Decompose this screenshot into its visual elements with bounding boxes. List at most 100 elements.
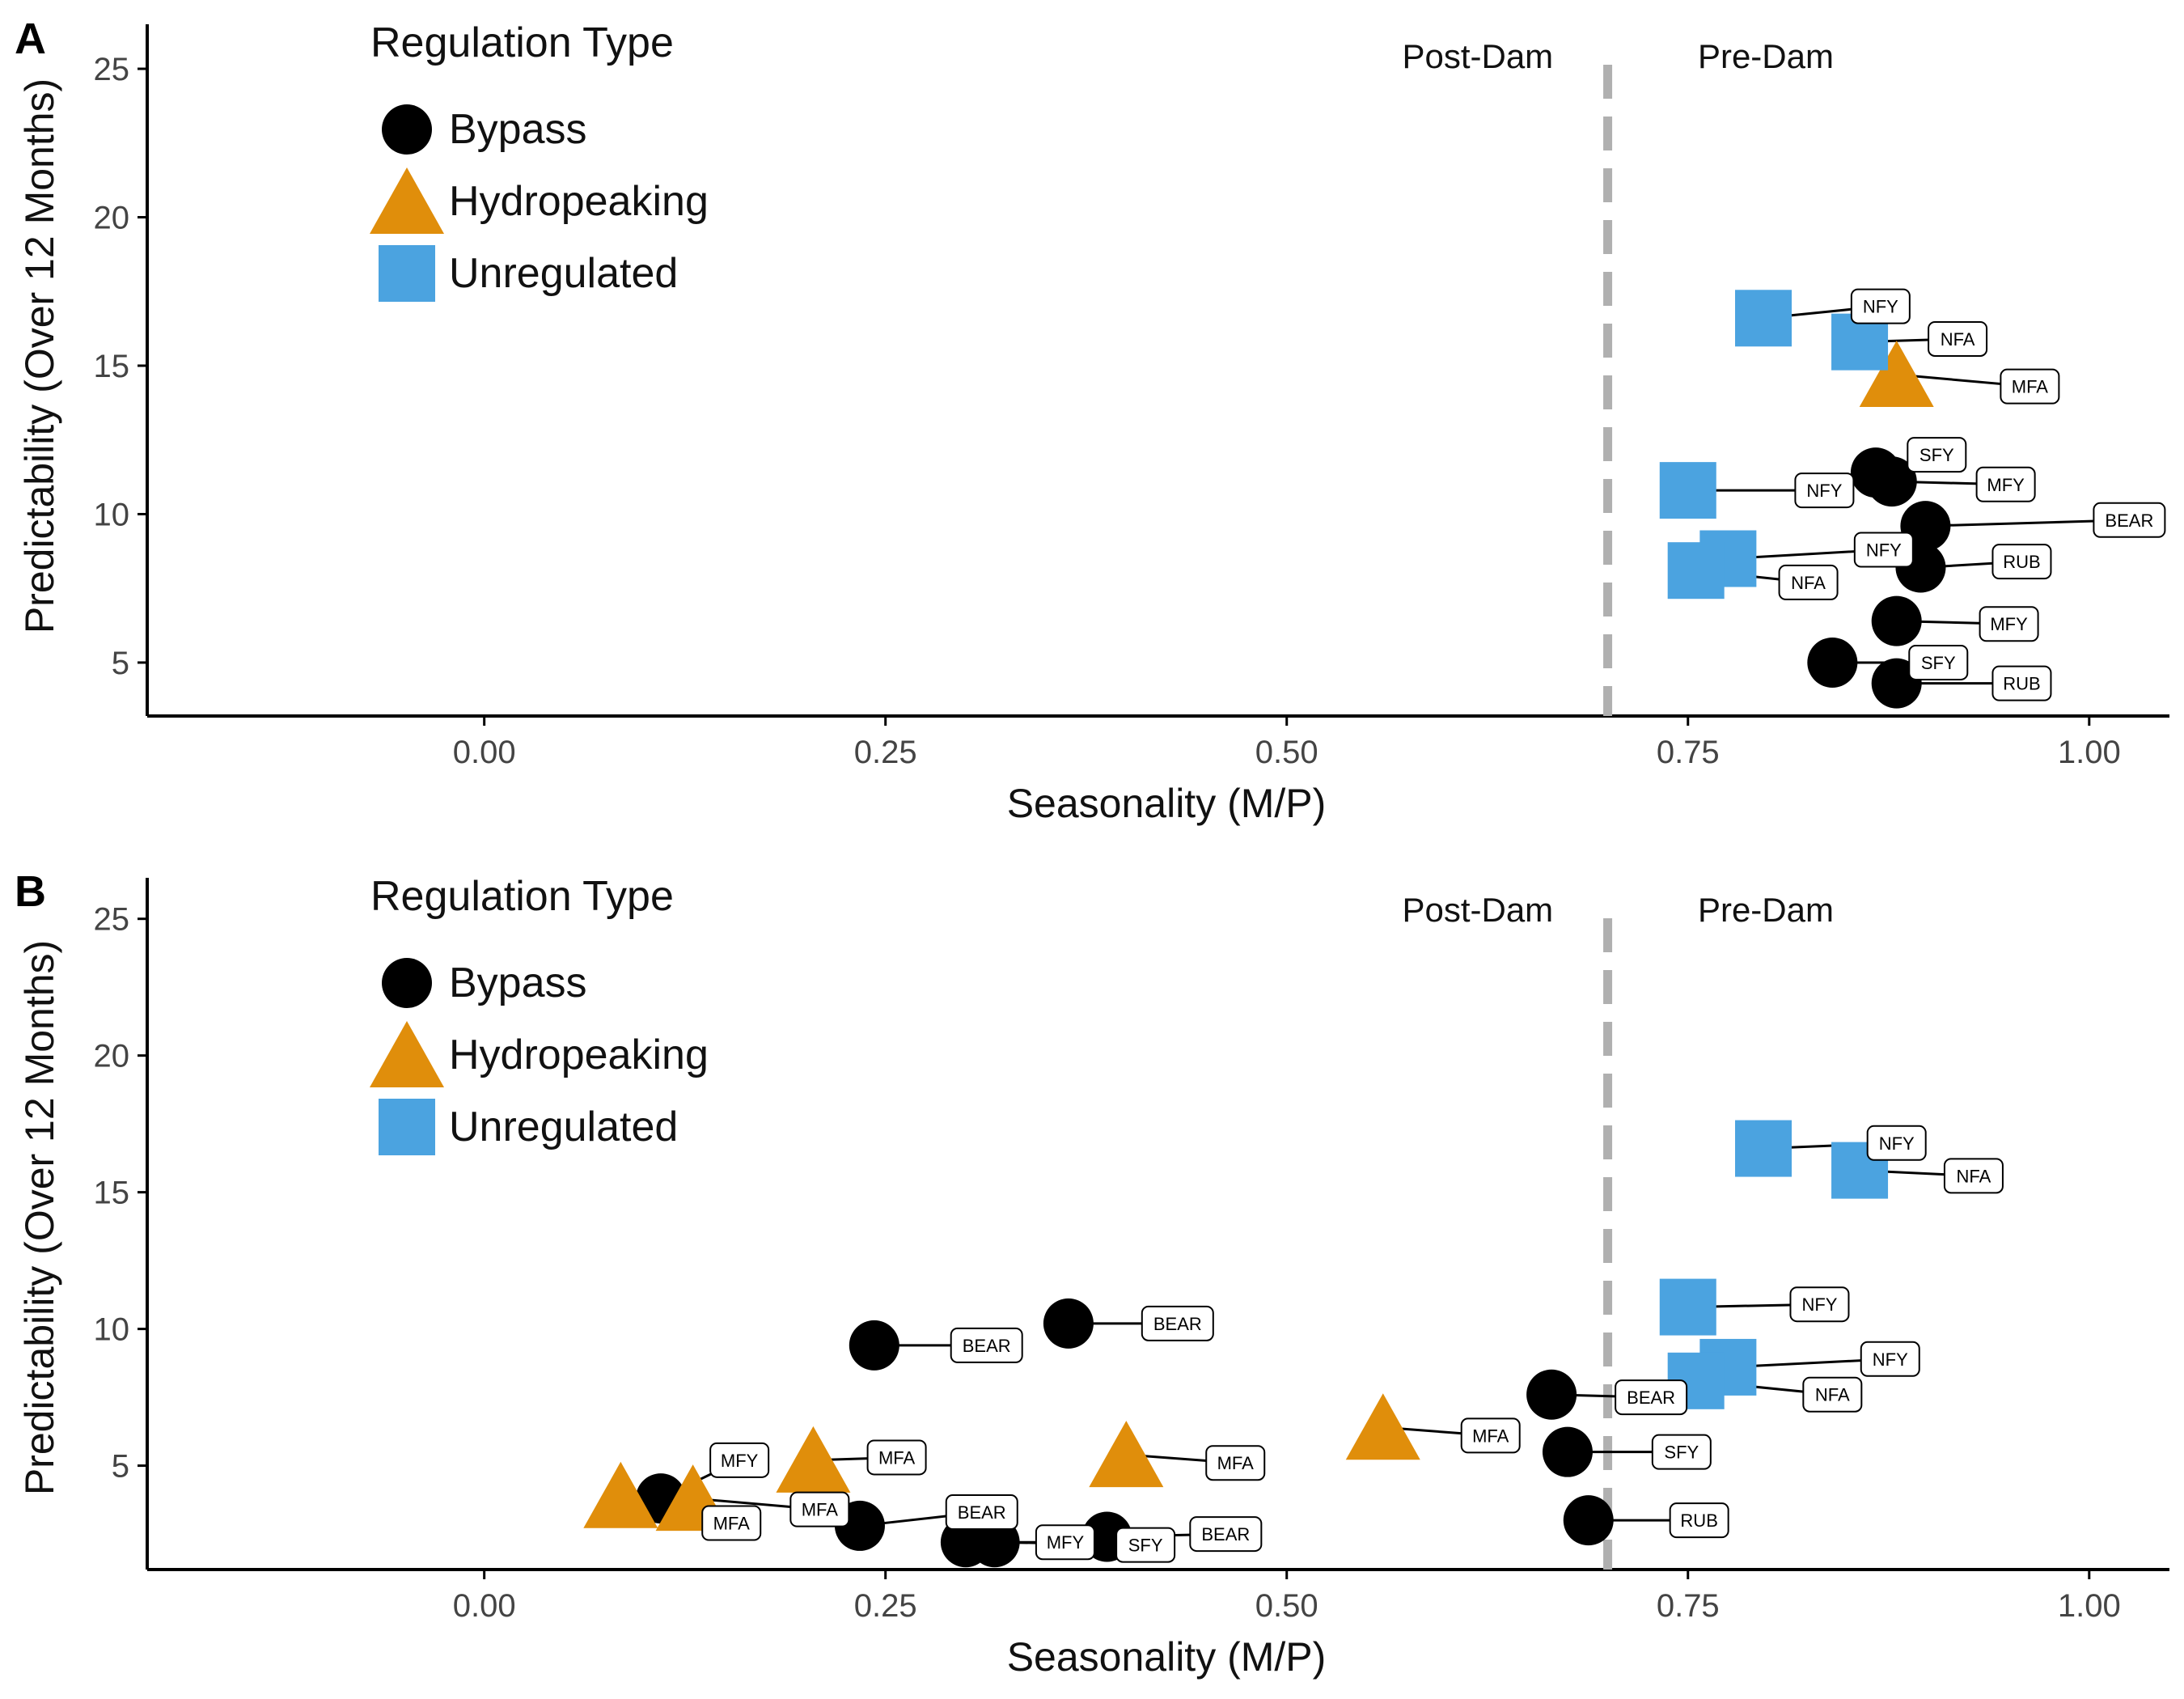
legend: Regulation Type Bypass Hydropeaking Unregul… <box>370 19 709 302</box>
x-tick-label: 0.50 <box>1255 735 1318 770</box>
panel-letter: A <box>15 15 46 63</box>
y-tick-label: 20 <box>94 1039 130 1074</box>
hydropeaking-point <box>1345 1393 1420 1460</box>
x-axis-title: Seasonality (M/P) <box>1007 1634 1327 1680</box>
x-axis-title: Seasonality (M/P) <box>1007 781 1327 826</box>
legend-label-bypass: Bypass <box>449 960 587 1006</box>
point-label-box <box>1189 1516 1263 1553</box>
y-tick-label: 5 <box>112 646 129 681</box>
point-label-box <box>1928 320 1988 357</box>
point-label-box <box>1943 1158 2004 1194</box>
point-labels: BEAR BEAR MFY BEAR MFY SFY BEAR BEAR SFY RUB MFA MF… <box>701 1125 2004 1563</box>
x-tick-label: 1.00 <box>2058 735 2121 770</box>
bypass-point <box>849 1320 899 1371</box>
unregulated-point <box>1659 1278 1716 1336</box>
point-label: NFY <box>1866 540 1902 561</box>
point-label: MFY <box>1987 475 2025 495</box>
point-label: BEAR <box>2105 511 2153 531</box>
unregulated-point <box>1735 1120 1792 1177</box>
annotation-post-dam: Post-Dam <box>1402 37 1553 75</box>
point-label: MFA <box>2012 377 2049 397</box>
bypass-point <box>1871 595 1922 646</box>
point-label: BEAR <box>1201 1524 1250 1544</box>
point-label-box <box>789 1491 850 1527</box>
hydropeaking-point <box>583 1461 658 1528</box>
bypass-point <box>1526 1369 1577 1420</box>
y-tick-label: 5 <box>112 1449 129 1485</box>
x-tick-label: 0.75 <box>1657 1588 1720 1624</box>
point-label: RUB <box>1680 1510 1717 1531</box>
bypass-point <box>1043 1298 1094 1349</box>
point-label-box <box>709 1442 770 1478</box>
data-points <box>583 1120 1889 1568</box>
point-label-box <box>1205 1445 1266 1481</box>
point-label-box <box>1115 1527 1176 1563</box>
point-label: MFY <box>1047 1532 1085 1553</box>
bypass-point <box>1542 1426 1593 1477</box>
legend-label-hydropeaking: Hydropeaking <box>449 1032 709 1078</box>
x-tick-label: 0.25 <box>854 1588 917 1624</box>
legend-hydropeaking-triangle-icon <box>370 167 444 234</box>
y-tick-label: 25 <box>94 902 130 938</box>
y-tick-label: 25 <box>94 52 130 87</box>
point-label: NFY <box>1863 297 1898 317</box>
point-label: MFA <box>802 1500 839 1520</box>
point-label-box <box>1789 1286 1850 1323</box>
legend-title: Regulation Type <box>370 19 674 66</box>
point-labels: SFY MFY BEAR RUB MFY SFY RUB MFA NFY NFA NFY NFY NFA <box>1778 288 2166 701</box>
point-label-box <box>1778 564 1839 600</box>
point-label: MFA <box>1217 1453 1255 1473</box>
y-tick-label: 10 <box>94 1312 130 1348</box>
hydropeaking-point <box>1089 1421 1164 1488</box>
legend: Regulation Type Bypass Hydropeaking Unregul… <box>370 873 709 1155</box>
y-axis-title: Predictability (Over 12 Months) <box>17 78 62 633</box>
y-tick-label: 20 <box>94 201 130 236</box>
bypass-point <box>1866 456 1917 507</box>
point-label-box <box>1802 1376 1863 1413</box>
point-label: SFY <box>1664 1443 1699 1463</box>
point-label-box <box>950 1327 1023 1363</box>
x-tick-label: 0.00 <box>453 735 516 770</box>
point-label: MFA <box>713 1514 751 1534</box>
point-label: MFA <box>1472 1426 1509 1446</box>
x-tick-label: 0.25 <box>854 735 917 770</box>
point-label-box <box>1908 644 1969 680</box>
point-label: BEAR <box>963 1336 1011 1356</box>
point-label-box <box>1975 466 2036 502</box>
point-label-box <box>1141 1305 1214 1341</box>
point-label: NFA <box>1815 1385 1850 1405</box>
point-label: NFA <box>1941 329 1975 350</box>
point-label-box <box>2000 368 2060 405</box>
point-label: NFY <box>1801 1294 1837 1315</box>
annotation-post-dam: Post-Dam <box>1402 891 1553 929</box>
annotation-pre-dam: Pre-Dam <box>1698 37 1834 75</box>
point-label-box <box>1460 1417 1521 1454</box>
point-label: MFY <box>1990 614 2028 634</box>
legend-label-unregulated: Unregulated <box>449 1104 678 1150</box>
panel-b: B 0.00 0.25 0.50 0.75 1.00 5 10 15 20 25 Seasonalit… <box>15 867 2169 1680</box>
y-tick-label: 15 <box>94 1176 130 1211</box>
point-label-box <box>1907 437 1967 473</box>
point-label-box <box>1979 606 2039 642</box>
point-label: NFY <box>1879 1133 1915 1154</box>
point-label-box <box>1035 1524 1095 1561</box>
legend-title: Regulation Type <box>370 873 674 920</box>
hydropeaking-point <box>1859 341 1934 408</box>
legend-label-bypass: Bypass <box>449 106 587 153</box>
legend-unregulated-square-icon <box>379 1099 435 1155</box>
point-label: MFY <box>721 1451 759 1471</box>
point-label: MFA <box>878 1447 916 1468</box>
hydropeaking-point <box>776 1426 851 1493</box>
point-label-box <box>1669 1502 1729 1539</box>
point-label: NFY <box>1806 481 1842 501</box>
unregulated-point <box>1667 542 1725 600</box>
point-label-box <box>866 1439 927 1476</box>
y-tick-label: 10 <box>94 497 130 532</box>
x-tick-label: 1.00 <box>2058 1588 2121 1624</box>
point-label-box <box>1991 665 2052 701</box>
point-label-box <box>1651 1434 1712 1470</box>
bypass-point <box>1563 1495 1614 1546</box>
point-label: SFY <box>1921 653 1956 673</box>
point-label: NFY <box>1873 1349 1908 1370</box>
point-label-box <box>1860 1341 1920 1377</box>
